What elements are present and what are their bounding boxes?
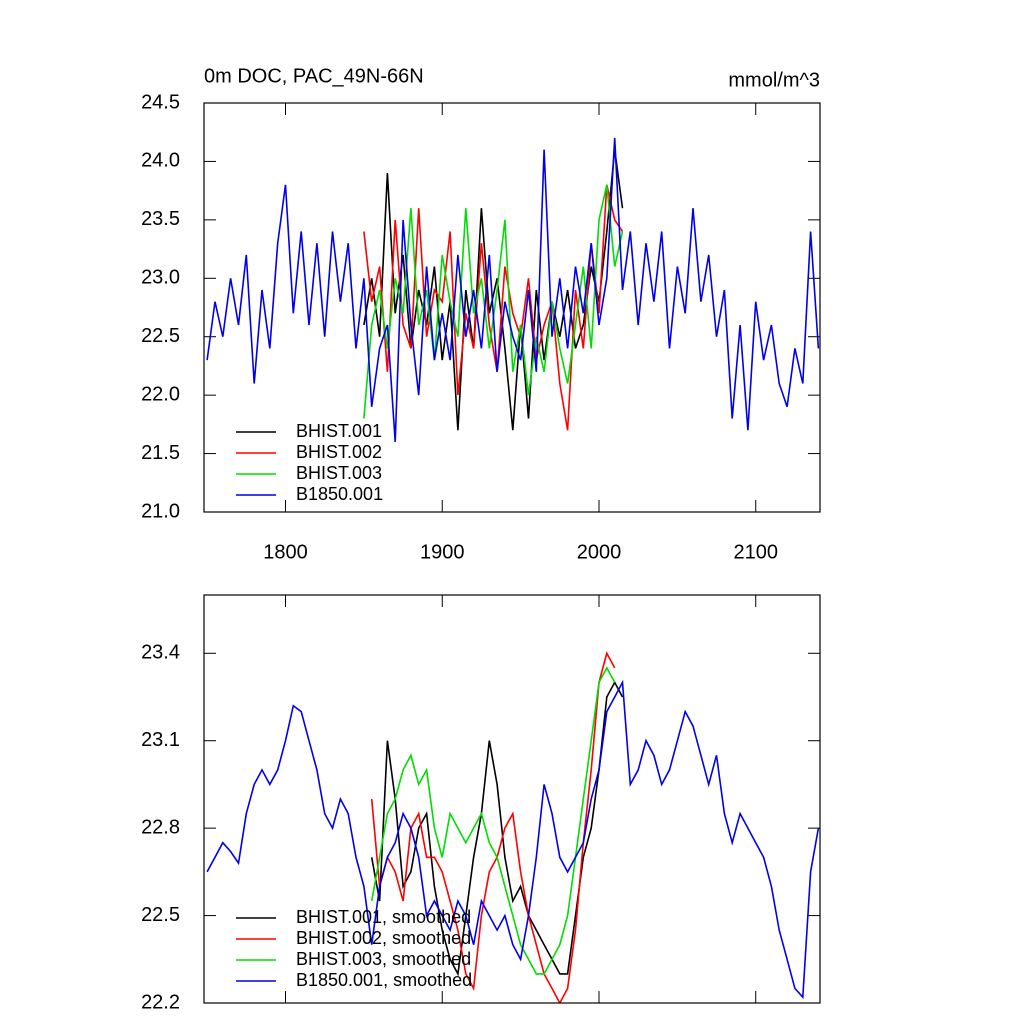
legend-label: B1850.001, smoothed: [296, 970, 472, 990]
y-tick-label: 24.5: [141, 91, 180, 113]
series-line: [363, 184, 624, 431]
y-tick-label: 21.0: [141, 500, 180, 522]
y-tick-label: 23.4: [141, 642, 180, 664]
legend-label: BHIST.003, smoothed: [296, 949, 471, 969]
y-tick-label: 22.8: [141, 816, 180, 838]
y-tick-label: 22.0: [141, 383, 180, 405]
series-line: [206, 679, 820, 1000]
series-line: [363, 149, 624, 431]
legend-label: BHIST.003: [296, 463, 382, 483]
x-tick-label: 2000: [577, 541, 622, 563]
y-tick-label: 24.0: [141, 150, 180, 172]
legend-label: BHIST.001, smoothed: [296, 907, 471, 927]
x-tick-label: 2100: [733, 541, 778, 563]
y-tick-label: 22.5: [141, 904, 180, 926]
plot-frame: [203, 102, 821, 513]
plot-frame: [203, 594, 821, 1004]
x-tick-label: 1800: [263, 541, 308, 563]
legend-label: B1850.001: [296, 484, 383, 504]
units-label: mmol/m^3: [728, 69, 820, 91]
series-line: [370, 651, 616, 1003]
series-line: [206, 138, 820, 442]
y-tick-label: 23.1: [141, 729, 180, 751]
y-tick-label: 23.5: [141, 208, 180, 230]
chart-title: 0m DOC, PAC_49N-66N: [204, 65, 424, 87]
y-tick-label: 22.2: [141, 991, 180, 1013]
legend-label: BHIST.002: [296, 442, 382, 462]
series-line: [370, 666, 616, 975]
legend-label: BHIST.001: [296, 421, 382, 441]
legend-label: BHIST.002, smoothed: [296, 928, 471, 948]
x-tick-label: 1900: [420, 541, 465, 563]
y-tick-label: 23.0: [141, 267, 180, 289]
y-tick-label: 21.5: [141, 442, 180, 464]
y-tick-label: 22.5: [141, 325, 180, 347]
